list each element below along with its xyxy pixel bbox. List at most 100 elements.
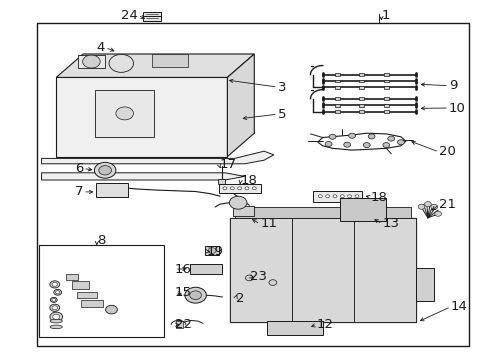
Circle shape (56, 291, 60, 294)
Circle shape (189, 291, 201, 300)
Text: 10: 10 (448, 102, 465, 114)
Circle shape (347, 195, 351, 198)
Bar (383, 110, 388, 113)
Text: 15: 15 (175, 286, 192, 299)
Circle shape (417, 204, 424, 209)
Bar (78, 55, 105, 68)
Bar (359, 104, 364, 107)
Circle shape (325, 195, 329, 198)
Bar (334, 73, 339, 76)
Text: 5: 5 (277, 108, 285, 121)
Circle shape (99, 166, 111, 175)
Circle shape (94, 162, 116, 178)
Bar (39, 245, 163, 337)
Bar (189, 264, 221, 274)
Circle shape (116, 107, 133, 120)
Circle shape (424, 202, 430, 207)
Circle shape (109, 54, 133, 72)
Text: 24: 24 (121, 9, 138, 22)
Text: 22: 22 (175, 318, 192, 331)
Bar (96, 183, 128, 197)
Bar (142, 12, 161, 21)
Bar (339, 198, 386, 221)
Text: 16: 16 (175, 263, 192, 276)
Bar (334, 110, 339, 113)
Bar (359, 97, 364, 100)
Polygon shape (41, 151, 273, 164)
Circle shape (244, 187, 248, 190)
Text: 18: 18 (370, 191, 387, 204)
Bar (383, 97, 388, 100)
Circle shape (363, 143, 369, 148)
Bar (334, 97, 339, 100)
Ellipse shape (50, 319, 62, 323)
Circle shape (430, 204, 437, 209)
Bar (217, 179, 225, 184)
Circle shape (82, 55, 100, 68)
Bar (37, 23, 468, 346)
Circle shape (318, 195, 322, 198)
Circle shape (184, 287, 206, 303)
Bar (383, 104, 388, 107)
Bar (233, 206, 253, 216)
Text: 17: 17 (219, 158, 236, 171)
Text: 18: 18 (240, 174, 257, 187)
Text: 13: 13 (382, 217, 399, 230)
Circle shape (230, 187, 234, 190)
Circle shape (229, 196, 246, 209)
Polygon shape (56, 54, 254, 77)
Bar (219, 184, 260, 193)
Bar (312, 191, 361, 202)
Circle shape (348, 133, 355, 138)
Polygon shape (41, 173, 244, 180)
Bar (334, 80, 339, 82)
Bar (334, 86, 339, 89)
Circle shape (328, 134, 335, 139)
Circle shape (268, 280, 276, 285)
Text: 3: 3 (277, 81, 285, 94)
Text: 7: 7 (75, 185, 83, 198)
Circle shape (53, 314, 60, 319)
Bar (205, 246, 219, 255)
Circle shape (434, 211, 441, 216)
Bar (359, 73, 364, 76)
Bar (334, 104, 339, 107)
Circle shape (245, 275, 253, 281)
Bar (176, 321, 183, 328)
Bar (66, 274, 78, 280)
Text: 20: 20 (438, 145, 455, 158)
Text: 12: 12 (316, 318, 333, 331)
Circle shape (343, 142, 350, 147)
Bar (359, 86, 364, 89)
Circle shape (387, 136, 394, 141)
Text: 9: 9 (448, 79, 456, 92)
Circle shape (325, 141, 331, 147)
Circle shape (208, 248, 216, 253)
Text: 21: 21 (438, 198, 455, 211)
Circle shape (50, 312, 62, 321)
Bar (383, 86, 388, 89)
Bar (291, 218, 353, 322)
Circle shape (50, 281, 60, 288)
Circle shape (367, 134, 374, 139)
Text: 14: 14 (450, 300, 467, 313)
Text: 8: 8 (97, 234, 105, 247)
Circle shape (340, 195, 344, 198)
Circle shape (237, 187, 241, 190)
Text: 11: 11 (260, 217, 277, 230)
Circle shape (332, 195, 336, 198)
Circle shape (354, 195, 358, 198)
Bar (415, 268, 433, 301)
Bar (234, 207, 410, 218)
Text: 19: 19 (206, 245, 223, 258)
Circle shape (52, 282, 58, 287)
Bar (95, 90, 154, 137)
Circle shape (397, 140, 404, 145)
Polygon shape (56, 77, 227, 157)
Bar (229, 218, 415, 322)
Bar (359, 80, 364, 82)
Circle shape (52, 306, 58, 310)
Bar (151, 54, 188, 67)
Bar (81, 300, 102, 307)
Circle shape (252, 187, 256, 190)
